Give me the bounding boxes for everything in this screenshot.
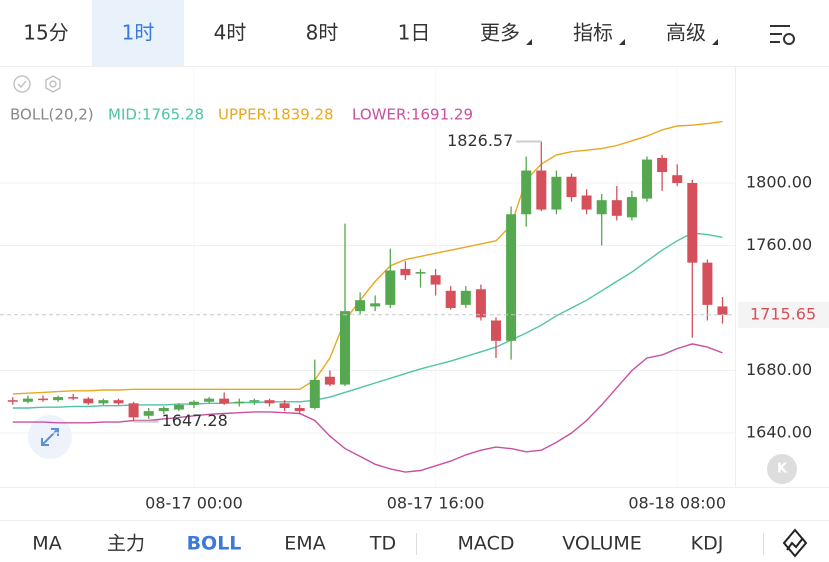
candle-body bbox=[460, 290, 471, 305]
candle-body bbox=[657, 158, 668, 173]
candle-body bbox=[279, 403, 290, 408]
candle-body bbox=[204, 398, 215, 402]
candle-body bbox=[430, 275, 441, 285]
top-tab[interactable]: 高级 bbox=[666, 21, 706, 45]
bottom-tab[interactable]: KDJ bbox=[691, 533, 724, 555]
last-price-label: 1715.65 bbox=[750, 304, 816, 323]
candle-body bbox=[672, 175, 683, 183]
candle-body bbox=[717, 306, 728, 315]
candle-body bbox=[400, 268, 411, 276]
y-tick-label: 1680.00 bbox=[746, 360, 812, 379]
draw-tool-icon[interactable] bbox=[782, 528, 808, 558]
top-tab[interactable]: 1时 bbox=[122, 21, 155, 45]
candle-body bbox=[702, 262, 713, 305]
candle-body bbox=[596, 200, 607, 215]
expand-icon bbox=[41, 428, 59, 446]
top-tab[interactable]: 4时 bbox=[214, 21, 247, 45]
y-tick-label: 1760.00 bbox=[746, 235, 812, 254]
candle-body bbox=[581, 195, 592, 210]
scroll-button[interactable] bbox=[767, 454, 797, 484]
candle-body bbox=[355, 300, 366, 312]
legend-entry: LOWER:1691.29 bbox=[352, 106, 473, 124]
candle-body bbox=[566, 176, 577, 198]
legend-entry: UPPER:1839.28 bbox=[218, 106, 334, 124]
candle-body bbox=[98, 400, 109, 404]
candle-body bbox=[551, 176, 562, 210]
candle-body bbox=[22, 398, 33, 402]
band-line bbox=[12, 120, 723, 395]
candle-body bbox=[128, 403, 139, 418]
candle-body bbox=[234, 401, 245, 404]
candle-body bbox=[219, 398, 230, 404]
candle-body bbox=[53, 397, 64, 401]
bottom-tab[interactable]: 主力 bbox=[107, 533, 145, 555]
top-tab[interactable]: 更多 bbox=[480, 21, 520, 45]
candle-body bbox=[68, 397, 79, 399]
legend-entry: MID:1765.28 bbox=[108, 106, 204, 124]
candle-body bbox=[611, 200, 622, 216]
indicator-name: BOLL(20,2) bbox=[10, 106, 94, 124]
candle-body bbox=[143, 411, 154, 416]
y-tick-label: 1800.00 bbox=[746, 173, 812, 192]
candle-body bbox=[521, 170, 532, 215]
dropdown-caret bbox=[619, 39, 625, 45]
candle-body bbox=[475, 289, 486, 318]
candle-body bbox=[445, 290, 456, 308]
x-tick-label: 08-17 16:00 bbox=[387, 494, 485, 513]
bottom-tab[interactable]: EMA bbox=[284, 533, 325, 555]
top-tab[interactable]: 指标 bbox=[573, 21, 613, 45]
low-label: 1647.28 bbox=[162, 411, 228, 430]
candle-body bbox=[385, 270, 396, 305]
candle-body bbox=[309, 379, 320, 408]
x-tick-label: 08-18 08:00 bbox=[628, 494, 726, 513]
candle-body bbox=[626, 197, 637, 218]
candle-body bbox=[38, 398, 48, 401]
chart-tools[interactable] bbox=[13, 75, 61, 93]
top-tab[interactable]: 15分 bbox=[23, 21, 68, 45]
bottom-tab[interactable]: MA bbox=[32, 533, 61, 555]
candle-body bbox=[249, 400, 260, 402]
candle-body bbox=[173, 404, 184, 410]
candle-body bbox=[113, 400, 124, 404]
candle-body bbox=[491, 320, 501, 341]
candle-body bbox=[687, 183, 698, 263]
scroll-icon: K bbox=[777, 462, 788, 477]
y-tick-label: 1640.00 bbox=[746, 423, 812, 442]
candle-body bbox=[189, 401, 199, 405]
candle-body bbox=[415, 272, 426, 274]
candle-body bbox=[158, 408, 169, 412]
settings-icon[interactable] bbox=[770, 25, 795, 45]
x-tick-label: 08-17 00:00 bbox=[145, 494, 243, 513]
last-price-box bbox=[738, 301, 829, 328]
bottom-tab[interactable]: VOLUME bbox=[562, 533, 642, 555]
candle-body bbox=[83, 398, 94, 404]
candle-body bbox=[324, 376, 335, 385]
bottom-tab[interactable]: MACD bbox=[458, 533, 515, 555]
candle-body bbox=[340, 311, 350, 385]
candle-body bbox=[536, 170, 547, 210]
candle-body bbox=[294, 408, 305, 412]
active-tab-bg bbox=[92, 0, 184, 66]
dropdown-caret bbox=[712, 39, 718, 45]
dropdown-caret bbox=[526, 39, 532, 45]
candle-body bbox=[7, 400, 18, 402]
high-label: 1826.57 bbox=[447, 131, 513, 150]
top-tab[interactable]: 1日 bbox=[398, 21, 431, 45]
candle-body bbox=[642, 159, 652, 199]
candle-body bbox=[370, 303, 381, 307]
candle-body bbox=[264, 400, 275, 404]
bottom-tab[interactable]: TD bbox=[369, 533, 396, 555]
band-line bbox=[12, 343, 723, 473]
top-tab[interactable]: 8时 bbox=[306, 21, 339, 45]
bottom-tab[interactable]: BOLL bbox=[187, 533, 242, 555]
candle-body bbox=[506, 214, 517, 341]
